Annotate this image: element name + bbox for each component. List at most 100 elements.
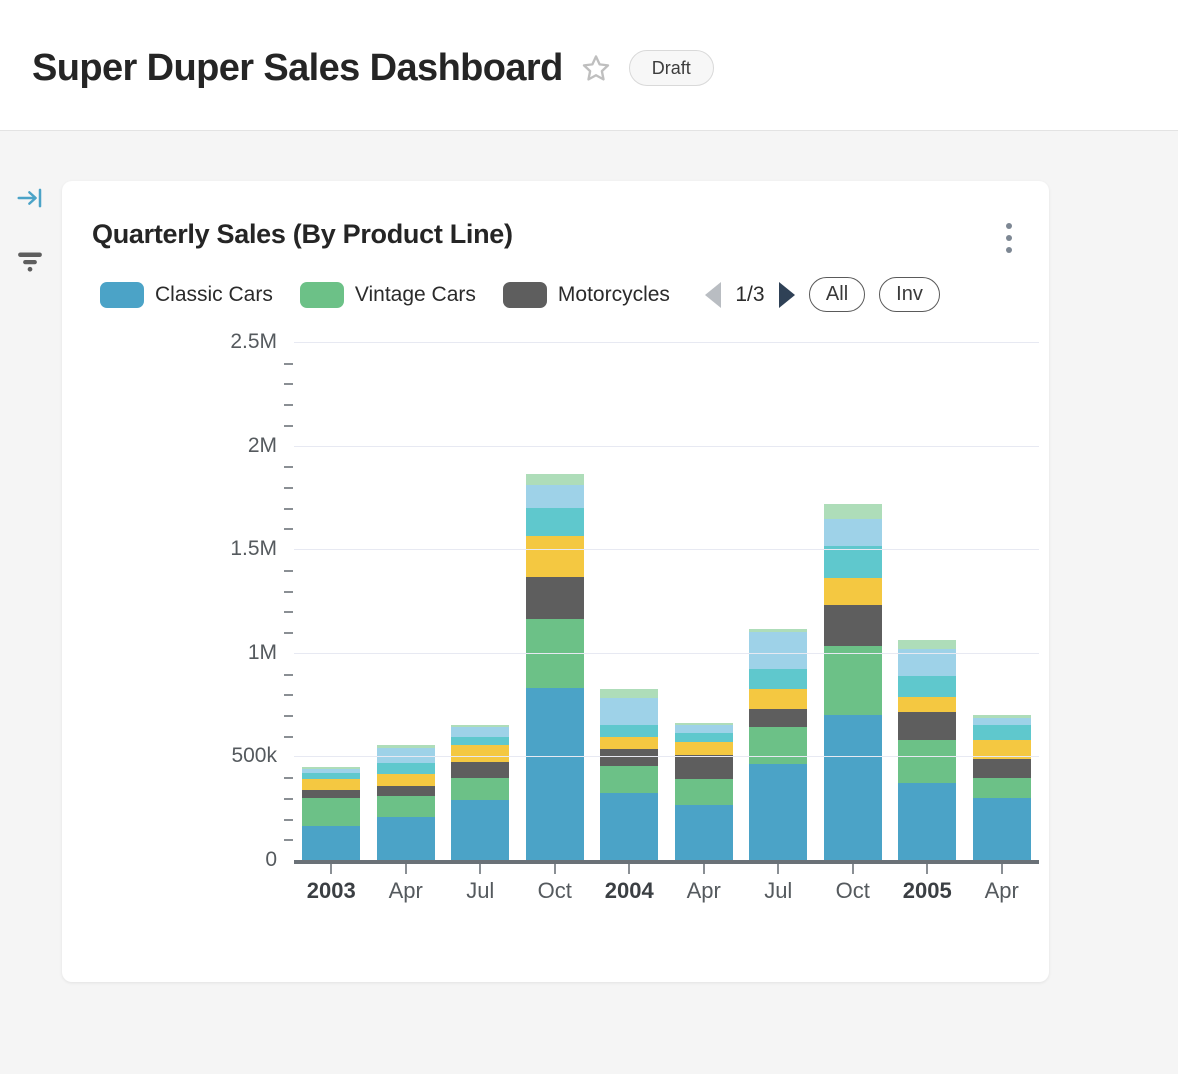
bar-segment[interactable]	[898, 675, 957, 698]
bar-segment[interactable]	[972, 778, 1031, 798]
bar-segment[interactable]	[674, 732, 733, 742]
bar-segment[interactable]	[972, 718, 1031, 726]
status-badge[interactable]: Draft	[628, 50, 714, 86]
stacked-bar[interactable]	[972, 715, 1031, 860]
bar-segment[interactable]	[600, 698, 659, 726]
bar-segment[interactable]	[451, 727, 510, 737]
bar-segment[interactable]	[972, 715, 1031, 719]
bar-segment[interactable]	[674, 779, 733, 806]
y-axis-tick-label: 2M	[247, 433, 277, 457]
select-all-button[interactable]: All	[808, 277, 866, 312]
legend-swatch-motorcycles	[502, 281, 547, 308]
bar-segment[interactable]	[376, 795, 435, 817]
bar-segment[interactable]	[823, 503, 882, 520]
bar-segment[interactable]	[674, 741, 733, 756]
stacked-bar[interactable]	[749, 629, 808, 860]
bar-segment[interactable]	[525, 473, 584, 485]
bar-segment[interactable]	[451, 799, 510, 860]
bar-segment[interactable]	[674, 723, 733, 726]
bar-segment[interactable]	[451, 761, 510, 779]
bar-segment[interactable]	[823, 519, 882, 547]
bar-segment[interactable]	[376, 774, 435, 787]
bar-segment[interactable]	[674, 725, 733, 733]
legend-item-motorcycles[interactable]: Motorcycles	[502, 281, 670, 308]
y-axis: 0 500k 1M 1.5M 2M 2.5M	[62, 330, 277, 871]
bar-segment[interactable]	[302, 773, 361, 780]
x-axis-label: 2003	[306, 878, 356, 903]
bar-slot	[816, 342, 891, 874]
bar-segment[interactable]	[749, 708, 808, 728]
bar-segment[interactable]	[749, 763, 808, 860]
stacked-bar[interactable]	[600, 689, 659, 860]
bar-segment[interactable]	[376, 745, 435, 749]
bar-segment[interactable]	[376, 816, 435, 860]
title-row: Super Duper Sales Dashboard Draft	[32, 49, 714, 87]
bar-segment[interactable]	[600, 689, 659, 699]
bar-segment[interactable]	[525, 535, 584, 578]
stacked-bar[interactable]	[898, 640, 957, 860]
bar-segment[interactable]	[600, 725, 659, 737]
bar-segment[interactable]	[898, 739, 957, 784]
stacked-bar[interactable]	[823, 503, 882, 860]
star-icon[interactable]	[581, 53, 611, 83]
bar-segment[interactable]	[972, 797, 1031, 860]
bar-segment[interactable]	[600, 736, 659, 750]
bar-segment[interactable]	[451, 778, 510, 800]
bar-segment[interactable]	[525, 485, 584, 508]
bar-segment[interactable]	[674, 805, 733, 860]
bar-segment[interactable]	[749, 632, 808, 670]
kebab-menu-icon[interactable]	[997, 221, 1021, 253]
bar-segment[interactable]	[674, 755, 733, 780]
triangle-right-icon[interactable]	[778, 281, 795, 308]
legend-item-classic-cars[interactable]: Classic Cars	[100, 281, 273, 308]
bar-segment[interactable]	[972, 739, 1031, 759]
bar-segment[interactable]	[451, 725, 510, 728]
page-title: Super Duper Sales Dashboard	[32, 47, 563, 89]
bar-segment[interactable]	[376, 748, 435, 763]
bar-segment[interactable]	[749, 727, 808, 764]
stacked-bar[interactable]	[302, 766, 361, 860]
bar-segment[interactable]	[823, 578, 882, 606]
bar-segment[interactable]	[823, 714, 882, 860]
bar-segment[interactable]	[823, 645, 882, 715]
bar-segment[interactable]	[525, 507, 584, 536]
bar-segment[interactable]	[376, 786, 435, 796]
bar-segment[interactable]	[749, 689, 808, 709]
bar-segment[interactable]	[302, 797, 361, 826]
bar-segment[interactable]	[600, 749, 659, 766]
bar-slot	[294, 342, 369, 874]
bar-segment[interactable]	[451, 745, 510, 762]
bar-segment[interactable]	[302, 768, 361, 773]
stacked-bar[interactable]	[525, 473, 584, 860]
bar-segment[interactable]	[898, 711, 957, 740]
legend-item-vintage-cars[interactable]: Vintage Cars	[299, 281, 476, 308]
bar-segment[interactable]	[749, 629, 808, 633]
triangle-left-icon[interactable]	[704, 281, 721, 308]
bar-segment[interactable]	[302, 766, 361, 769]
bar-segment[interactable]	[898, 640, 957, 649]
bar-segment[interactable]	[525, 577, 584, 619]
chart-card: Quarterly Sales (By Product Line) Classi…	[62, 181, 1049, 982]
bar-segment[interactable]	[898, 783, 957, 860]
stacked-bar[interactable]	[376, 745, 435, 860]
bar-segment[interactable]	[302, 779, 361, 790]
bar-slot	[443, 342, 518, 874]
expand-panel-arrow-icon[interactable]	[13, 181, 47, 215]
bar-segment[interactable]	[525, 688, 584, 860]
bar-segment[interactable]	[972, 758, 1031, 779]
bar-segment[interactable]	[302, 789, 361, 798]
bar-segment[interactable]	[302, 825, 361, 860]
stacked-bar[interactable]	[451, 725, 510, 860]
bar-segment[interactable]	[749, 669, 808, 690]
bar-segment[interactable]	[600, 765, 659, 793]
bar-segment[interactable]	[451, 736, 510, 746]
bar-segment[interactable]	[376, 762, 435, 775]
bar-segment[interactable]	[823, 546, 882, 579]
filter-funnel-icon[interactable]	[13, 243, 47, 277]
bar-segment[interactable]	[600, 792, 659, 860]
bar-segment[interactable]	[972, 725, 1031, 740]
invert-selection-button[interactable]: Inv	[879, 277, 940, 312]
bar-segment[interactable]	[823, 605, 882, 646]
stacked-bar[interactable]	[674, 723, 733, 860]
bar-segment[interactable]	[898, 697, 957, 712]
